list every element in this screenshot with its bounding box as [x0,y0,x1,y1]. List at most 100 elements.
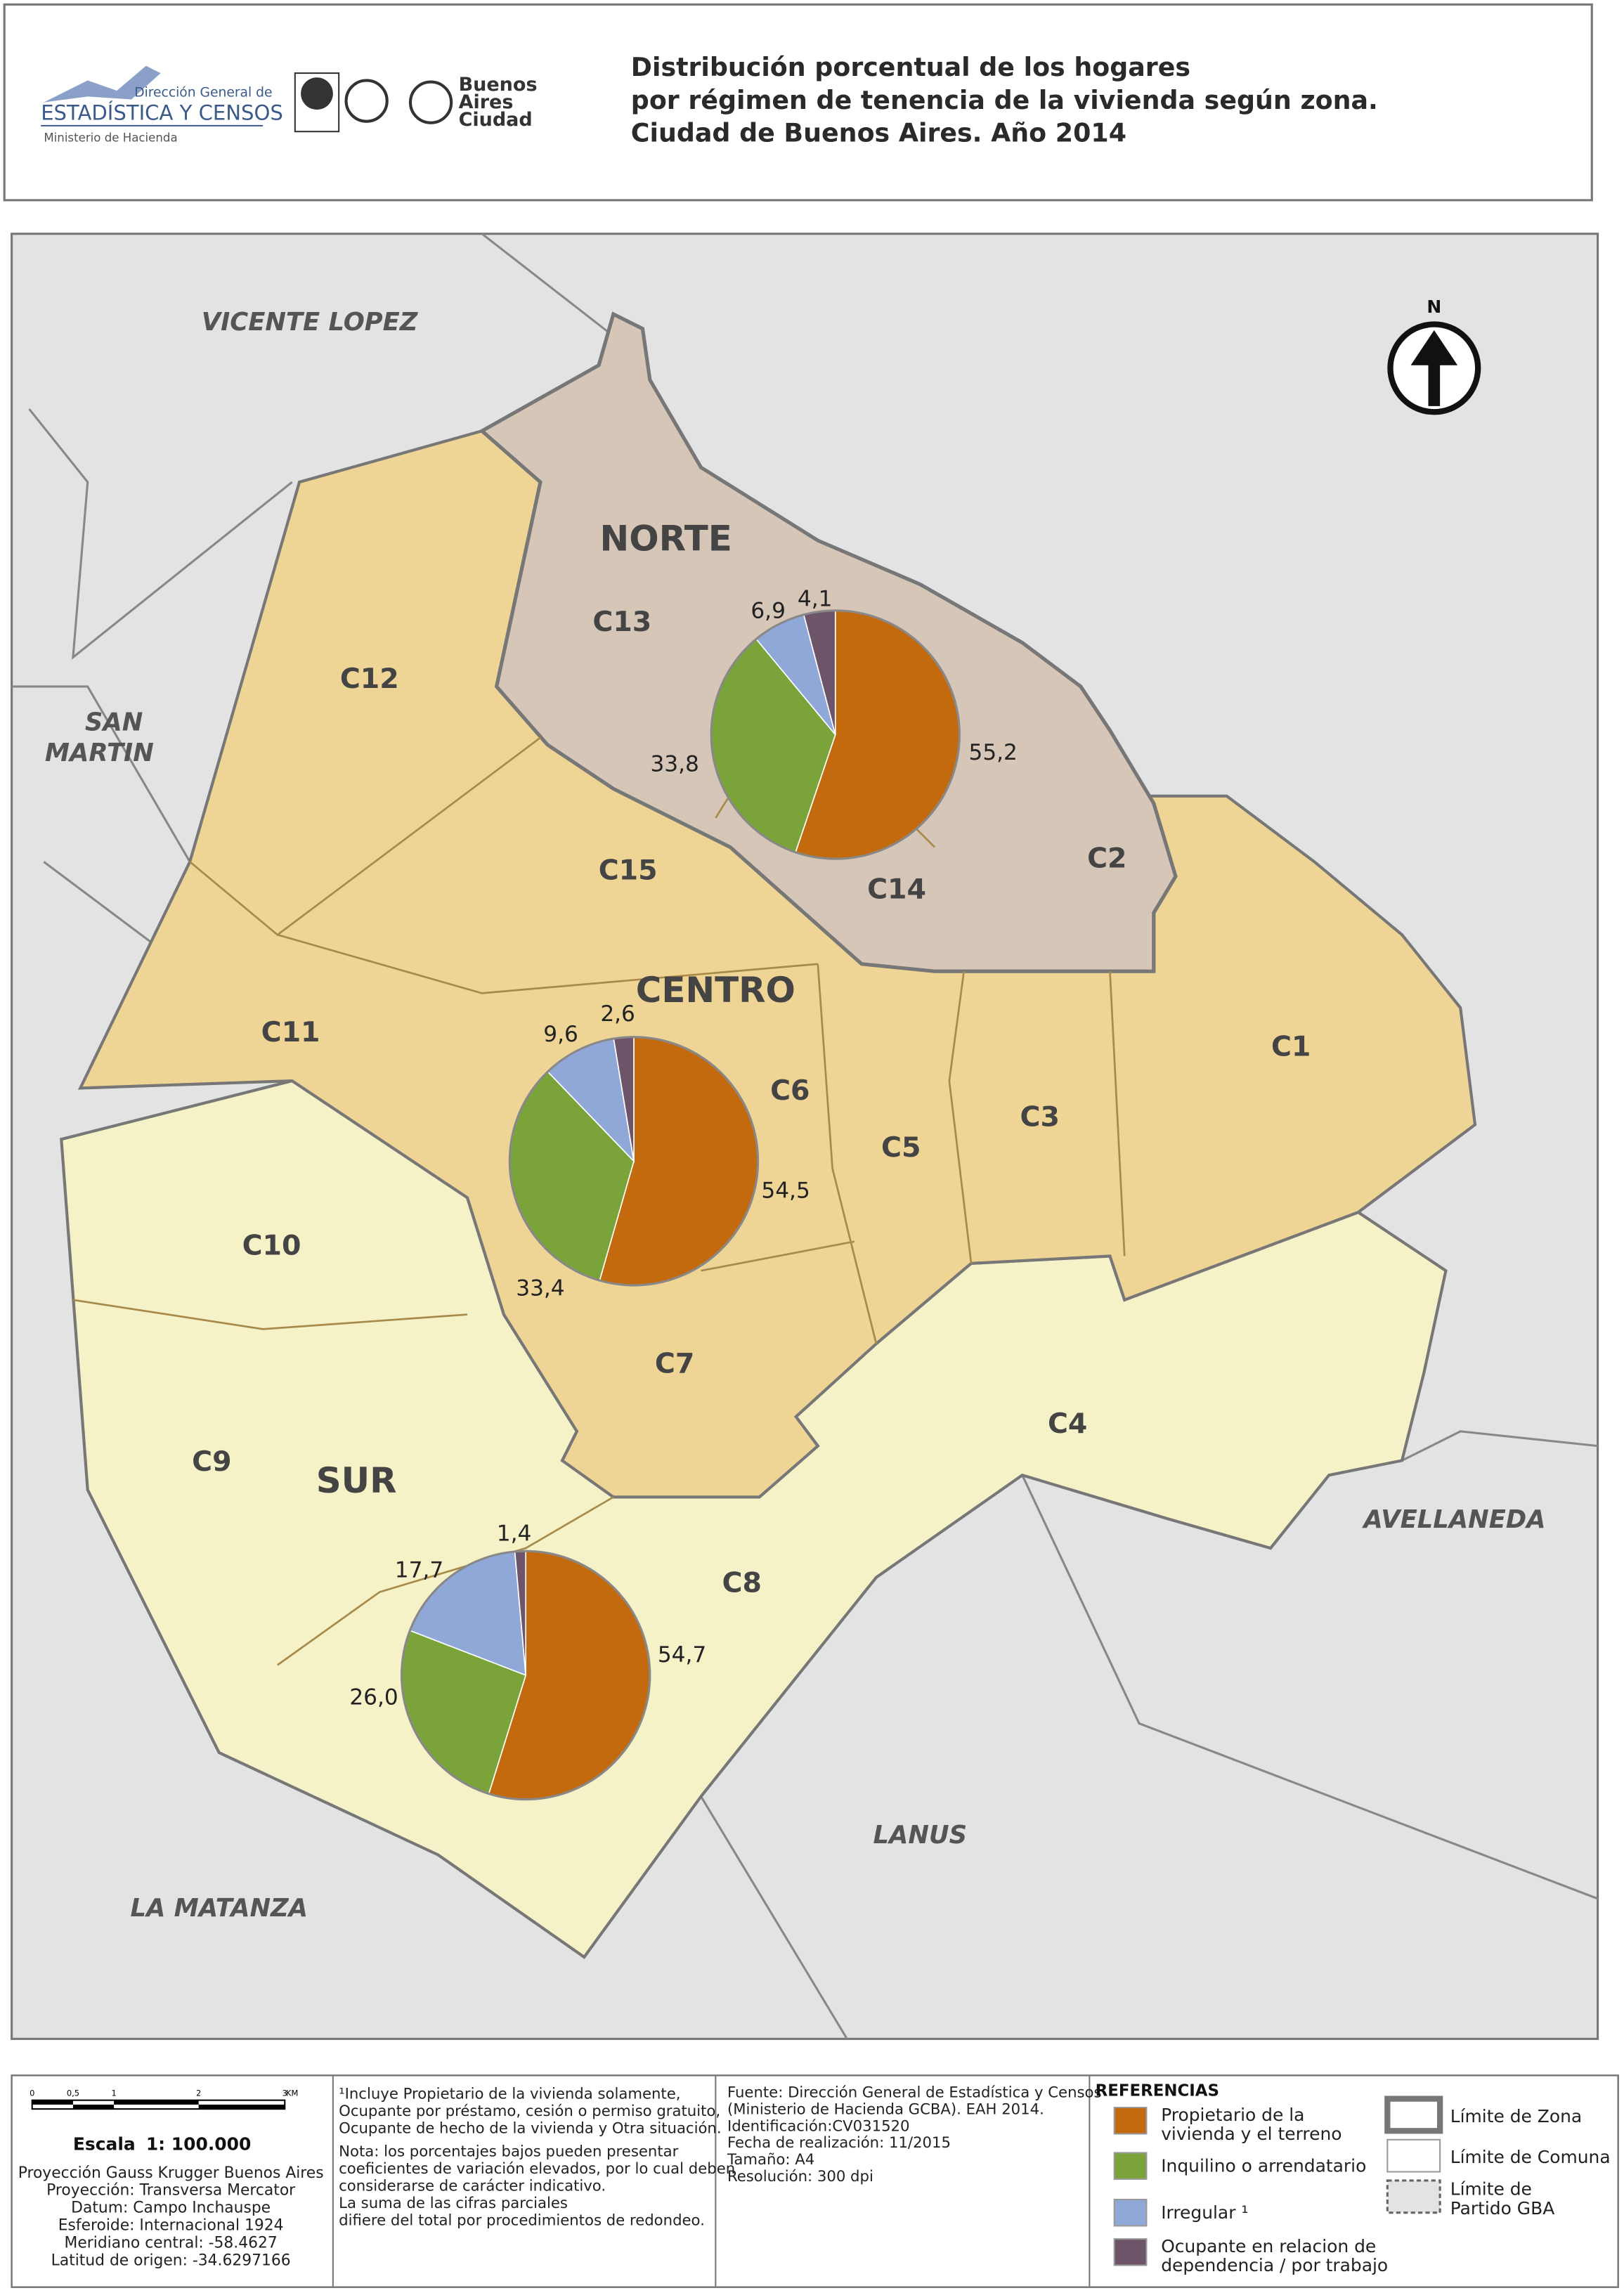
legend-title: REFERENCIAS [1096,2081,1219,2100]
pie-value-label: 1,4 [497,1521,532,1547]
source-line: (Ministerio de Hacienda GCBA). EAH 2014. [727,2100,1044,2117]
scale-tick-label: 1 [111,2088,116,2098]
legend-swatch [1113,2107,1148,2135]
comuna-label: C1 [1271,1031,1311,1063]
note-line: La suma de las cifras parciales [339,2194,568,2211]
pie-outline [710,609,961,860]
zone-label: NORTE [600,519,732,559]
title-line: por régimen de tenencia de la vivienda s… [631,85,1378,115]
footer-box [11,2074,1619,2288]
legend-label: Propietario de la [1161,2105,1304,2125]
neighbor-label: VICENTE LOPEZ [202,308,419,337]
zone-label: CENTRO [636,970,795,1011]
legend-label: vivienda y el terreno [1161,2124,1342,2144]
projection-line: Proyección: Transversa Mercator [46,2182,295,2200]
border [701,1240,855,1272]
boundary-label: Límite de Comuna [1450,2147,1611,2167]
projection-line: Datum: Campo Inchauspe [71,2200,271,2217]
legend-label: dependencia / por trabajo [1161,2255,1388,2275]
logo-ba [408,80,453,124]
logo-text: ESTADÍSTICA Y CENSOS [41,101,283,125]
border [277,933,818,994]
scale-tick-label: 0,5 [67,2088,79,2098]
border [277,1496,614,1666]
logo-text: Ciudad [459,109,533,131]
source-line: Identificación:CV031520 [727,2117,910,2134]
scale-tick-label: 2 [196,2088,201,2098]
note-line: Ocupante de hecho de la vivienda y Otra … [339,2119,721,2137]
pie [508,1036,760,1287]
comuna-label: C2 [1087,843,1126,875]
logo-text: Dirección General de [134,85,272,100]
title-line: Distribución porcentual de los hogares [631,52,1190,82]
neighbor-label: SAN [85,708,143,736]
boundary-swatch [1386,2138,1441,2173]
scale-segment [72,2104,115,2110]
legend-label: Irregular ¹ [1161,2202,1248,2223]
pie-value-label: 54,5 [761,1178,810,1203]
scale-tick-label: 3 [282,2088,287,2098]
boundary-label: Límite de [1450,2179,1532,2200]
border [72,1299,468,1330]
zone-label: SUR [316,1460,397,1501]
logo-seal [344,79,389,123]
source-line: Fecha de realización: 11/2015 [727,2133,951,2151]
comuna-label: C10 [242,1229,301,1261]
border [43,861,162,951]
pie-value-label: 26,0 [349,1684,398,1710]
border [700,1795,848,2040]
pie-value-label: 54,7 [658,1642,706,1668]
neighbor-borders [11,233,1599,2040]
pie-outline [400,1550,651,1801]
logo-seal [294,72,340,133]
legend-swatch [1113,2238,1148,2266]
comuna-label: C15 [599,854,658,886]
border [1021,1474,1599,1900]
pie-value-label: 33,8 [650,751,699,777]
dgec-logo [41,65,264,126]
scale-bar [31,2099,286,2110]
projection-line: Proyección Gauss Krugger Buenos Aires [18,2164,324,2182]
source-line: Resolución: 300 dpi [727,2167,873,2185]
boundary-label: Partido GBA [1450,2198,1555,2219]
logo-text: Ministerio de Hacienda [44,131,177,145]
projection-line: Meridiano central: -58.4627 [65,2235,278,2252]
scale-tick-label: KM [286,2088,298,2098]
legend-swatch [1113,2198,1148,2227]
projection-line: Latitud de origen: -34.6297166 [51,2252,291,2270]
pie-value-label: 2,6 [600,1001,635,1027]
source-line: Tamaño: A4 [727,2150,814,2168]
note-line: Nota: los porcentajes bajos pueden prese… [339,2142,678,2159]
header-box [3,3,1593,202]
pie-value-label: 55,2 [969,740,1018,765]
pie-value-label: 17,7 [395,1558,443,1583]
border [1401,1430,1598,1462]
pie [400,1550,651,1801]
scale-label: 1: 100.000 [146,2133,251,2154]
north-arrow [1387,321,1481,415]
note-line: coeficientes de variación elevados, por … [339,2159,735,2177]
pie-value-label: 9,6 [543,1022,578,1047]
note-line: Ocupante por préstamo, cesión o permiso … [339,2102,720,2119]
comuna-label: C8 [722,1566,762,1599]
note-line: considerarse de carácter indicativo. [339,2177,606,2195]
boundary-swatch [1386,2179,1441,2214]
border [948,971,973,1264]
note-line: ¹Incluye Propietario de la vivienda sola… [339,2085,680,2103]
comuna-label: C4 [1048,1408,1087,1440]
north-arrowhead [1410,330,1458,406]
comuna-label: C9 [192,1446,231,1478]
comuna-label: C7 [655,1348,694,1380]
comuna-label: C14 [867,873,926,905]
legend-swatch [1113,2152,1148,2180]
pie [710,609,961,860]
border [1109,971,1126,1256]
logo-shape [44,65,161,103]
border [11,685,191,863]
pie-value-label: 6,9 [751,598,786,623]
neighbor-label: LA MATANZA [130,1894,308,1923]
logo-text: Buenos [459,74,538,96]
comuna-label: C6 [770,1074,810,1107]
